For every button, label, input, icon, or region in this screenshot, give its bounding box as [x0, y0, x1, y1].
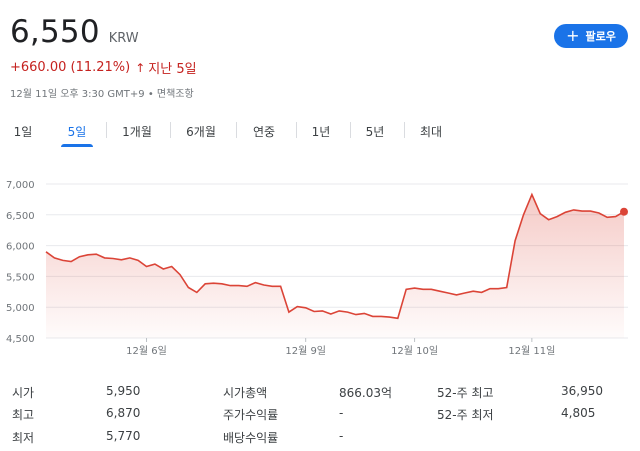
tab-5d[interactable]: 5일 [61, 118, 93, 147]
tab-1y[interactable]: 1년 [311, 124, 331, 139]
tab-divider [106, 122, 107, 138]
change-period: 지난 5일 [148, 62, 197, 77]
current-price: 6,550 [10, 14, 100, 50]
tab-ytd[interactable]: 연중 [252, 124, 276, 139]
tab-divider [350, 122, 351, 138]
stat-high-value: 6,870 [106, 406, 141, 420]
stat-52w-low-label: 52-주 최저 [437, 408, 494, 422]
price-change: +660.00 (11.21%) [10, 60, 131, 75]
stat-dividend-value: - [339, 429, 344, 443]
stat-open-label: 시가 [12, 386, 35, 400]
price-area-fill [46, 194, 624, 338]
tab-1m[interactable]: 1개월 [122, 124, 152, 139]
tab-1d[interactable]: 1일 [13, 124, 33, 139]
y-tick-label: 5,500 [6, 272, 35, 283]
x-tick-label: 12월 10일 [391, 345, 438, 357]
tab-5y[interactable]: 5년 [365, 124, 385, 139]
x-tick-label: 12월 9일 [285, 345, 326, 357]
tab-divider [170, 122, 171, 138]
tab-divider [236, 122, 237, 138]
stat-pe-value: - [339, 406, 344, 420]
stat-low-label: 최저 [12, 431, 35, 445]
stat-52w-high-label: 52-주 최고 [437, 386, 494, 400]
plus-icon: + [566, 26, 580, 45]
stat-market-cap-label: 시가총액 [223, 386, 268, 400]
tab-divider [404, 122, 405, 138]
stat-dividend-label: 배당수익률 [223, 431, 279, 445]
price-change-row: +660.00 (11.21%) ↑ 지난 5일 [10, 58, 197, 77]
follow-button[interactable]: + 팔로우 [554, 24, 628, 48]
y-tick-label: 5,000 [6, 303, 35, 314]
stat-open-value: 5,950 [106, 384, 141, 398]
stat-market-cap-value: 866.03억 [339, 386, 393, 400]
stat-high-label: 최고 [12, 408, 35, 422]
tab-divider [296, 122, 297, 138]
price-line [45, 192, 625, 320]
price-header: 6,550 KRW [10, 14, 139, 50]
stat-low-value: 5,770 [106, 429, 141, 443]
tab-6m[interactable]: 6개월 [186, 124, 216, 139]
follow-button-label: 팔로우 [585, 30, 616, 43]
x-tick-label: 12월 11일 [508, 345, 555, 357]
stat-pe-label: 주가수익률 [223, 408, 279, 422]
x-tick-label: 12월 6일 [126, 345, 167, 357]
quote-timestamp: 12월 11일 오후 3:30 GMT+9 • 면책조항 [10, 89, 194, 100]
stat-52w-high-value: 36,950 [561, 384, 603, 398]
current-price-dot [620, 207, 628, 216]
y-tick-label: 4,500 [6, 334, 35, 345]
currency-code: KRW [108, 31, 139, 46]
y-tick-label: 6,000 [6, 242, 35, 253]
up-arrow-icon: ↑ [135, 60, 146, 75]
y-tick-label: 7,000 [6, 180, 35, 191]
y-tick-label: 6,500 [6, 211, 35, 222]
range-tabs: 1일 5일 1개월 6개월 연중 1년 5년 최대 [0, 118, 640, 147]
price-chart[interactable]: 4,500 5,000 5,500 6,000 6,500 7,000 12월 6일 12월… [0, 170, 640, 368]
tab-max[interactable]: 최대 [419, 124, 443, 139]
stat-52w-low-value: 4,805 [561, 406, 596, 420]
